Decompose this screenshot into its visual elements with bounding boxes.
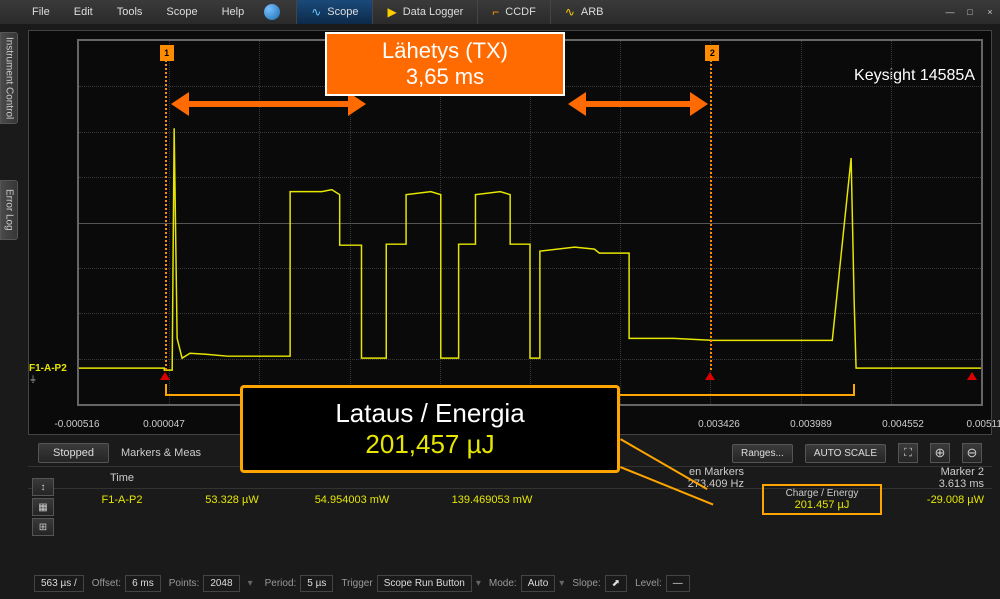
marker-2[interactable]: 2 xyxy=(710,49,712,370)
tab-datalogger-label: Data Logger xyxy=(403,6,464,18)
val-2: 54.954003 mW xyxy=(282,494,422,506)
info-icon[interactable] xyxy=(264,4,280,20)
arb-wave-icon: ∿ xyxy=(565,5,575,19)
menu-help[interactable]: Help xyxy=(210,6,257,18)
mode-field[interactable]: Auto xyxy=(521,575,556,592)
trigger-field[interactable]: Scope Run Button xyxy=(377,575,472,592)
side-tab-errorlog[interactable]: Error Log xyxy=(0,180,18,240)
side-tab-instrument[interactable]: Instrument Control xyxy=(0,32,18,124)
marker2-value: 3.613 ms xyxy=(890,478,984,490)
window-controls: — □ × xyxy=(940,4,1000,20)
tab-scope-label: Scope xyxy=(327,6,358,18)
tab-ccdf-label: CCDF xyxy=(505,6,536,18)
val-3: 139.469053 mW xyxy=(422,494,562,506)
scope-wave-icon: ∿ xyxy=(311,5,321,19)
autoscale-button[interactable]: AUTO SCALE xyxy=(805,444,886,463)
xlabel-3: 0.003989 xyxy=(790,419,832,430)
period-label: Period: xyxy=(265,578,297,589)
marker-1-flag: 1 xyxy=(160,45,174,61)
zoom-region-icon[interactable]: ⛶ xyxy=(898,443,918,463)
menu-edit[interactable]: Edit xyxy=(62,6,105,18)
slope-label: Slope: xyxy=(572,578,600,589)
period-field[interactable]: 5 µs xyxy=(300,575,333,592)
charge-header: Charge / Energy xyxy=(770,488,874,499)
menu-tools[interactable]: Tools xyxy=(105,6,155,18)
expand-icon[interactable]: ↕ xyxy=(32,478,54,496)
tab-scope[interactable]: ∿ Scope xyxy=(296,0,372,24)
level-label: Level: xyxy=(635,578,662,589)
offset-label: Offset: xyxy=(92,578,121,589)
xlabel-5: 0.005115 xyxy=(967,419,1000,430)
mode-label: Mode: xyxy=(489,578,517,589)
layout-icon[interactable]: ⊞ xyxy=(32,518,54,536)
table-data-row: F1-A-P2 53.328 µW 54.954003 mW 139.46905… xyxy=(28,488,992,510)
marker2-label: Marker 2 xyxy=(890,466,984,478)
points-label: Points: xyxy=(169,578,200,589)
level-field[interactable]: — xyxy=(666,575,690,592)
xlabel-1: 0.000047 xyxy=(143,419,185,430)
ground-icon: ⏚ xyxy=(29,374,67,385)
xlabel-4: 0.004552 xyxy=(882,419,924,430)
tab-ccdf[interactable]: ⌐ CCDF xyxy=(477,0,550,24)
row-name: F1-A-P2 xyxy=(62,494,182,506)
tx-arrow-right xyxy=(584,101,692,107)
markers-meas-label: Markers & Meas xyxy=(121,447,201,459)
charge-energy-cell: Charge / Energy 201.457 µJ xyxy=(762,484,882,515)
end-tri-icon xyxy=(967,372,977,380)
close-icon[interactable]: × xyxy=(980,4,1000,20)
trigger-label: Trigger xyxy=(341,578,372,589)
slope-field[interactable]: ⬈ xyxy=(605,575,627,592)
points-field[interactable]: 2048 xyxy=(203,575,239,592)
marker-1-tri-icon xyxy=(160,372,170,380)
zoom-out-icon[interactable]: ⊖ xyxy=(962,443,982,463)
row-tool-icons: ↕ ▦ ⊞ xyxy=(32,478,54,536)
tab-datalogger[interactable]: ▶ Data Logger xyxy=(372,0,477,24)
maximize-icon[interactable]: □ xyxy=(960,4,980,20)
mode-tabs: ∿ Scope ▶ Data Logger ⌐ CCDF ∿ ARB xyxy=(296,0,617,24)
tab-arb-label: ARB xyxy=(581,6,604,18)
tx-title: Lähetys (TX) xyxy=(382,38,508,64)
waveform-trace xyxy=(79,41,981,408)
menu-file[interactable]: File xyxy=(20,6,62,18)
xlabel-2: 0.003426 xyxy=(698,419,740,430)
energy-value: 201,457 µJ xyxy=(365,429,494,460)
ranges-button[interactable]: Ranges... xyxy=(732,444,793,463)
energy-annotation: Lataus / Energia 201,457 µJ xyxy=(240,385,620,473)
tx-arrow-left xyxy=(187,101,349,107)
tab-arb[interactable]: ∿ ARB xyxy=(550,0,618,24)
menu-scope[interactable]: Scope xyxy=(154,6,209,18)
marker-2-flag: 2 xyxy=(705,45,719,61)
marker2-block: Marker 2 3.613 ms xyxy=(882,466,992,490)
grid-icon[interactable]: ▦ xyxy=(32,498,54,516)
val-4: -29.008 µW xyxy=(882,494,992,506)
marker-2-tri-icon xyxy=(705,372,715,380)
xlabel-0: -0.000516 xyxy=(54,419,99,430)
offset-field[interactable]: 6 ms xyxy=(125,575,161,592)
between-markers-label: en Markers xyxy=(640,466,744,478)
stopped-button[interactable]: Stopped xyxy=(38,443,109,463)
tx-annotation: Lähetys (TX) 3,65 ms xyxy=(325,32,565,96)
charge-value: 201.457 µJ xyxy=(770,499,874,511)
timebase-field[interactable]: 563 µs / xyxy=(34,575,84,592)
val-1: 53.328 µW xyxy=(182,494,282,506)
time-header: Time xyxy=(62,472,182,484)
play-icon: ▶ xyxy=(387,5,396,19)
minimize-icon[interactable]: — xyxy=(940,4,960,20)
ccdf-icon: ⌐ xyxy=(492,5,499,19)
energy-title: Lataus / Energia xyxy=(335,398,524,429)
menu-bar: File Edit Tools Scope Help ∿ Scope ▶ Data … xyxy=(0,0,1000,24)
control-bar: 563 µs / Offset: 6 ms Points: 2048 ▾ Per… xyxy=(28,571,992,595)
trace-label: F1-A-P2⏚ xyxy=(29,363,67,385)
tx-value: 3,65 ms xyxy=(406,64,484,90)
zoom-in-icon[interactable]: ⊕ xyxy=(930,443,950,463)
marker-1[interactable]: 1 xyxy=(165,49,167,370)
